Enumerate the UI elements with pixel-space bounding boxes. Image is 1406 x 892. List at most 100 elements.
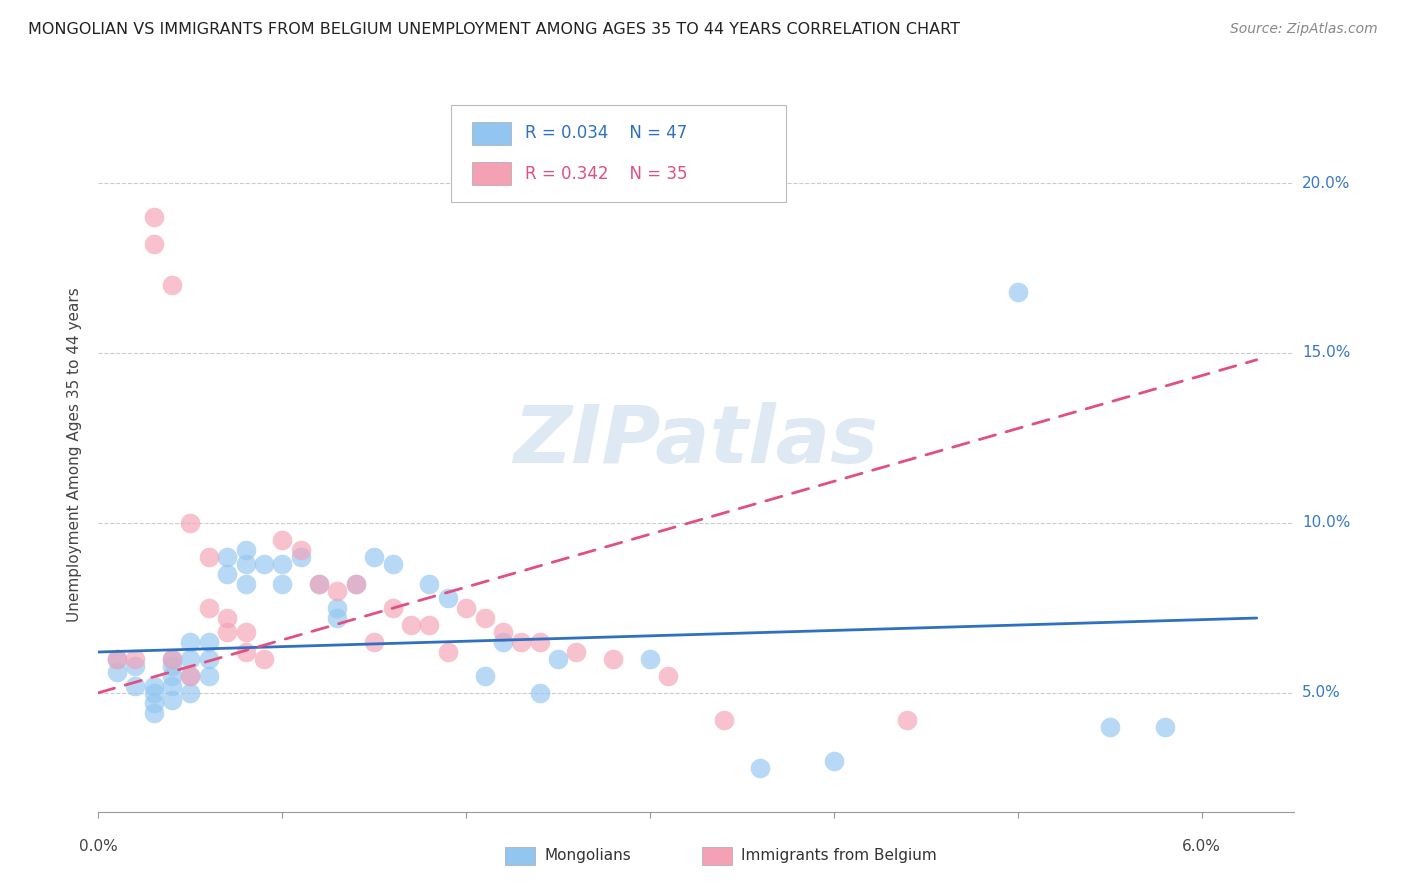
Point (565, 645, 588, 659)
Point (657, 669, 679, 683)
Text: 0.0%: 0.0% (79, 838, 118, 854)
Point (160, 652, 183, 666)
Point (326, 611, 349, 625)
Text: 15.0%: 15.0% (1302, 345, 1350, 360)
Point (253, 652, 276, 666)
Point (179, 669, 201, 683)
Point (638, 652, 661, 666)
Point (749, 760, 772, 774)
Point (142, 210, 165, 224)
Text: 20.0%: 20.0% (1302, 176, 1350, 191)
Point (436, 645, 458, 659)
Point (197, 652, 219, 666)
Text: Mongolians: Mongolians (544, 848, 631, 863)
Point (160, 692, 183, 706)
Point (1153, 720, 1175, 734)
Point (105, 665, 128, 680)
FancyBboxPatch shape (451, 105, 786, 202)
Text: 10.0%: 10.0% (1302, 516, 1350, 531)
Text: 5.0%: 5.0% (1302, 685, 1340, 700)
Text: Source: ZipAtlas.com: Source: ZipAtlas.com (1230, 22, 1378, 37)
Point (529, 635, 551, 649)
Point (290, 543, 312, 558)
Point (142, 706, 165, 721)
Point (217, 611, 239, 625)
Point (160, 658, 183, 673)
Point (529, 686, 551, 700)
Point (197, 635, 219, 649)
Point (179, 635, 201, 649)
Text: MONGOLIAN VS IMMIGRANTS FROM BELGIUM UNEMPLOYMENT AMONG AGES 35 TO 44 YEARS CORR: MONGOLIAN VS IMMIGRANTS FROM BELGIUM UNE… (28, 22, 960, 37)
Text: 6.0%: 6.0% (1182, 838, 1220, 854)
Point (1098, 720, 1121, 734)
Point (344, 577, 367, 591)
FancyBboxPatch shape (702, 847, 733, 865)
Point (160, 652, 183, 666)
Point (179, 669, 201, 683)
Point (124, 658, 146, 673)
Point (197, 600, 219, 615)
Text: R = 0.034    N = 47: R = 0.034 N = 47 (524, 124, 688, 142)
Point (547, 652, 569, 666)
Point (896, 713, 918, 727)
Point (197, 669, 219, 683)
Point (271, 557, 294, 571)
Point (160, 278, 183, 293)
Point (142, 696, 165, 710)
Point (235, 557, 257, 571)
Point (326, 600, 349, 615)
FancyBboxPatch shape (472, 121, 510, 145)
Point (474, 611, 496, 625)
Point (1007, 285, 1029, 299)
Point (823, 754, 845, 768)
Point (142, 679, 165, 693)
Point (217, 549, 239, 564)
Point (713, 713, 735, 727)
Point (290, 549, 312, 564)
Point (344, 577, 367, 591)
Point (235, 624, 257, 639)
Point (399, 617, 422, 632)
Point (326, 583, 349, 598)
Point (179, 516, 201, 530)
Point (179, 652, 201, 666)
Point (105, 652, 128, 666)
Point (124, 679, 146, 693)
FancyBboxPatch shape (472, 162, 510, 186)
Point (235, 543, 257, 558)
Point (217, 624, 239, 639)
Point (217, 566, 239, 581)
Point (492, 635, 515, 649)
Point (474, 669, 496, 683)
Point (492, 624, 515, 639)
Point (197, 549, 219, 564)
FancyBboxPatch shape (505, 847, 534, 865)
Point (363, 635, 385, 649)
Point (142, 686, 165, 700)
Point (160, 669, 183, 683)
Point (271, 577, 294, 591)
Point (308, 577, 330, 591)
Point (381, 557, 404, 571)
Point (124, 652, 146, 666)
Point (363, 549, 385, 564)
Point (253, 557, 276, 571)
Point (510, 635, 533, 649)
Text: Immigrants from Belgium: Immigrants from Belgium (741, 848, 938, 863)
Text: ZIPatlas: ZIPatlas (513, 401, 879, 480)
Point (235, 577, 257, 591)
Point (142, 237, 165, 252)
Point (105, 652, 128, 666)
Point (602, 652, 624, 666)
Point (308, 577, 330, 591)
Point (456, 600, 478, 615)
Text: R = 0.342    N = 35: R = 0.342 N = 35 (524, 165, 688, 183)
Point (179, 686, 201, 700)
Point (235, 645, 257, 659)
Point (418, 577, 440, 591)
Y-axis label: Unemployment Among Ages 35 to 44 years: Unemployment Among Ages 35 to 44 years (67, 287, 83, 623)
Point (436, 591, 458, 605)
Point (418, 617, 440, 632)
Point (160, 679, 183, 693)
Point (271, 533, 294, 547)
